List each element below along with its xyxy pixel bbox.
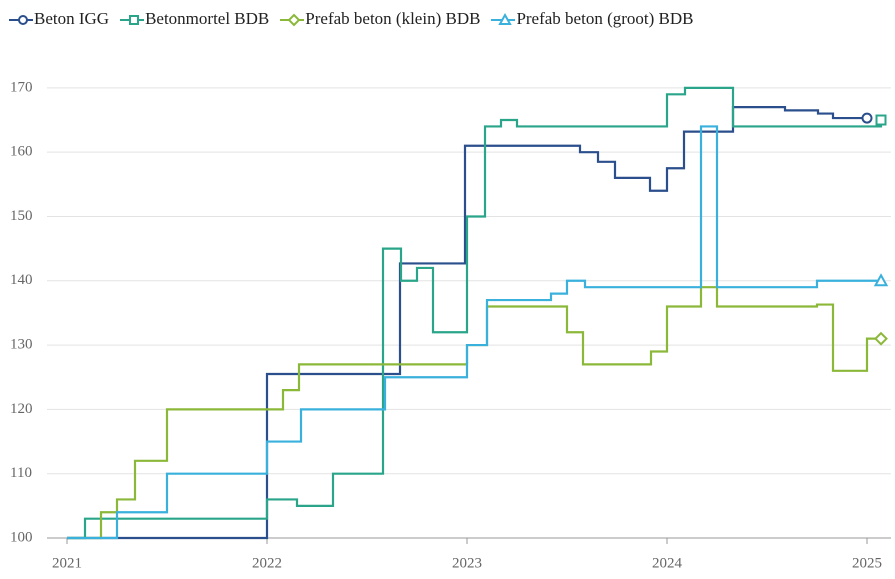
marker [874, 331, 888, 346]
legend-label: Prefab beton (klein) BDB [305, 9, 481, 28]
y-tick-label: 140 [10, 272, 33, 288]
y-tick-label: 110 [10, 465, 32, 481]
y-tick-label: 100 [10, 529, 33, 545]
marker [861, 112, 873, 124]
series-line [67, 106, 867, 540]
legend: Beton IGG Betonmortel BDB Prefab beton (kl… [8, 4, 888, 34]
marker [873, 273, 889, 287]
legend-swatch [491, 13, 516, 26]
legend-swatch [9, 15, 33, 26]
legend-swatch [120, 15, 145, 26]
legend-item: Prefab beton (klein) BDB [279, 9, 480, 28]
x-tick-label: 2023 [452, 555, 482, 571]
series-line [67, 86, 883, 540]
series-line [67, 125, 881, 540]
marker [875, 114, 887, 126]
marker [18, 15, 28, 26]
marker [287, 13, 301, 27]
y-tick-label: 120 [10, 401, 33, 417]
x-tick-label: 2022 [252, 555, 282, 571]
legend-label: Betonmortel BDB [145, 9, 270, 28]
legend-item: Prefab beton (groot) BDB [490, 9, 694, 28]
series-line [67, 286, 881, 540]
marker [129, 15, 140, 26]
y-tick-label: 150 [10, 208, 33, 224]
y-tick-label: 160 [10, 144, 33, 160]
legend-label: Beton IGG [34, 9, 110, 28]
legend-label: Prefab beton (groot) BDB [516, 9, 694, 28]
legend-swatch [280, 13, 305, 27]
legend-item: Beton IGG [8, 9, 109, 28]
marker [498, 13, 513, 26]
legend-item: Betonmortel BDB [119, 9, 269, 28]
x-tick-label: 2021 [52, 555, 82, 571]
y-tick-label: 170 [10, 79, 33, 95]
y-tick-label: 130 [10, 337, 33, 353]
x-tick-label: 2025 [852, 555, 882, 571]
x-tick-label: 2024 [652, 555, 683, 571]
